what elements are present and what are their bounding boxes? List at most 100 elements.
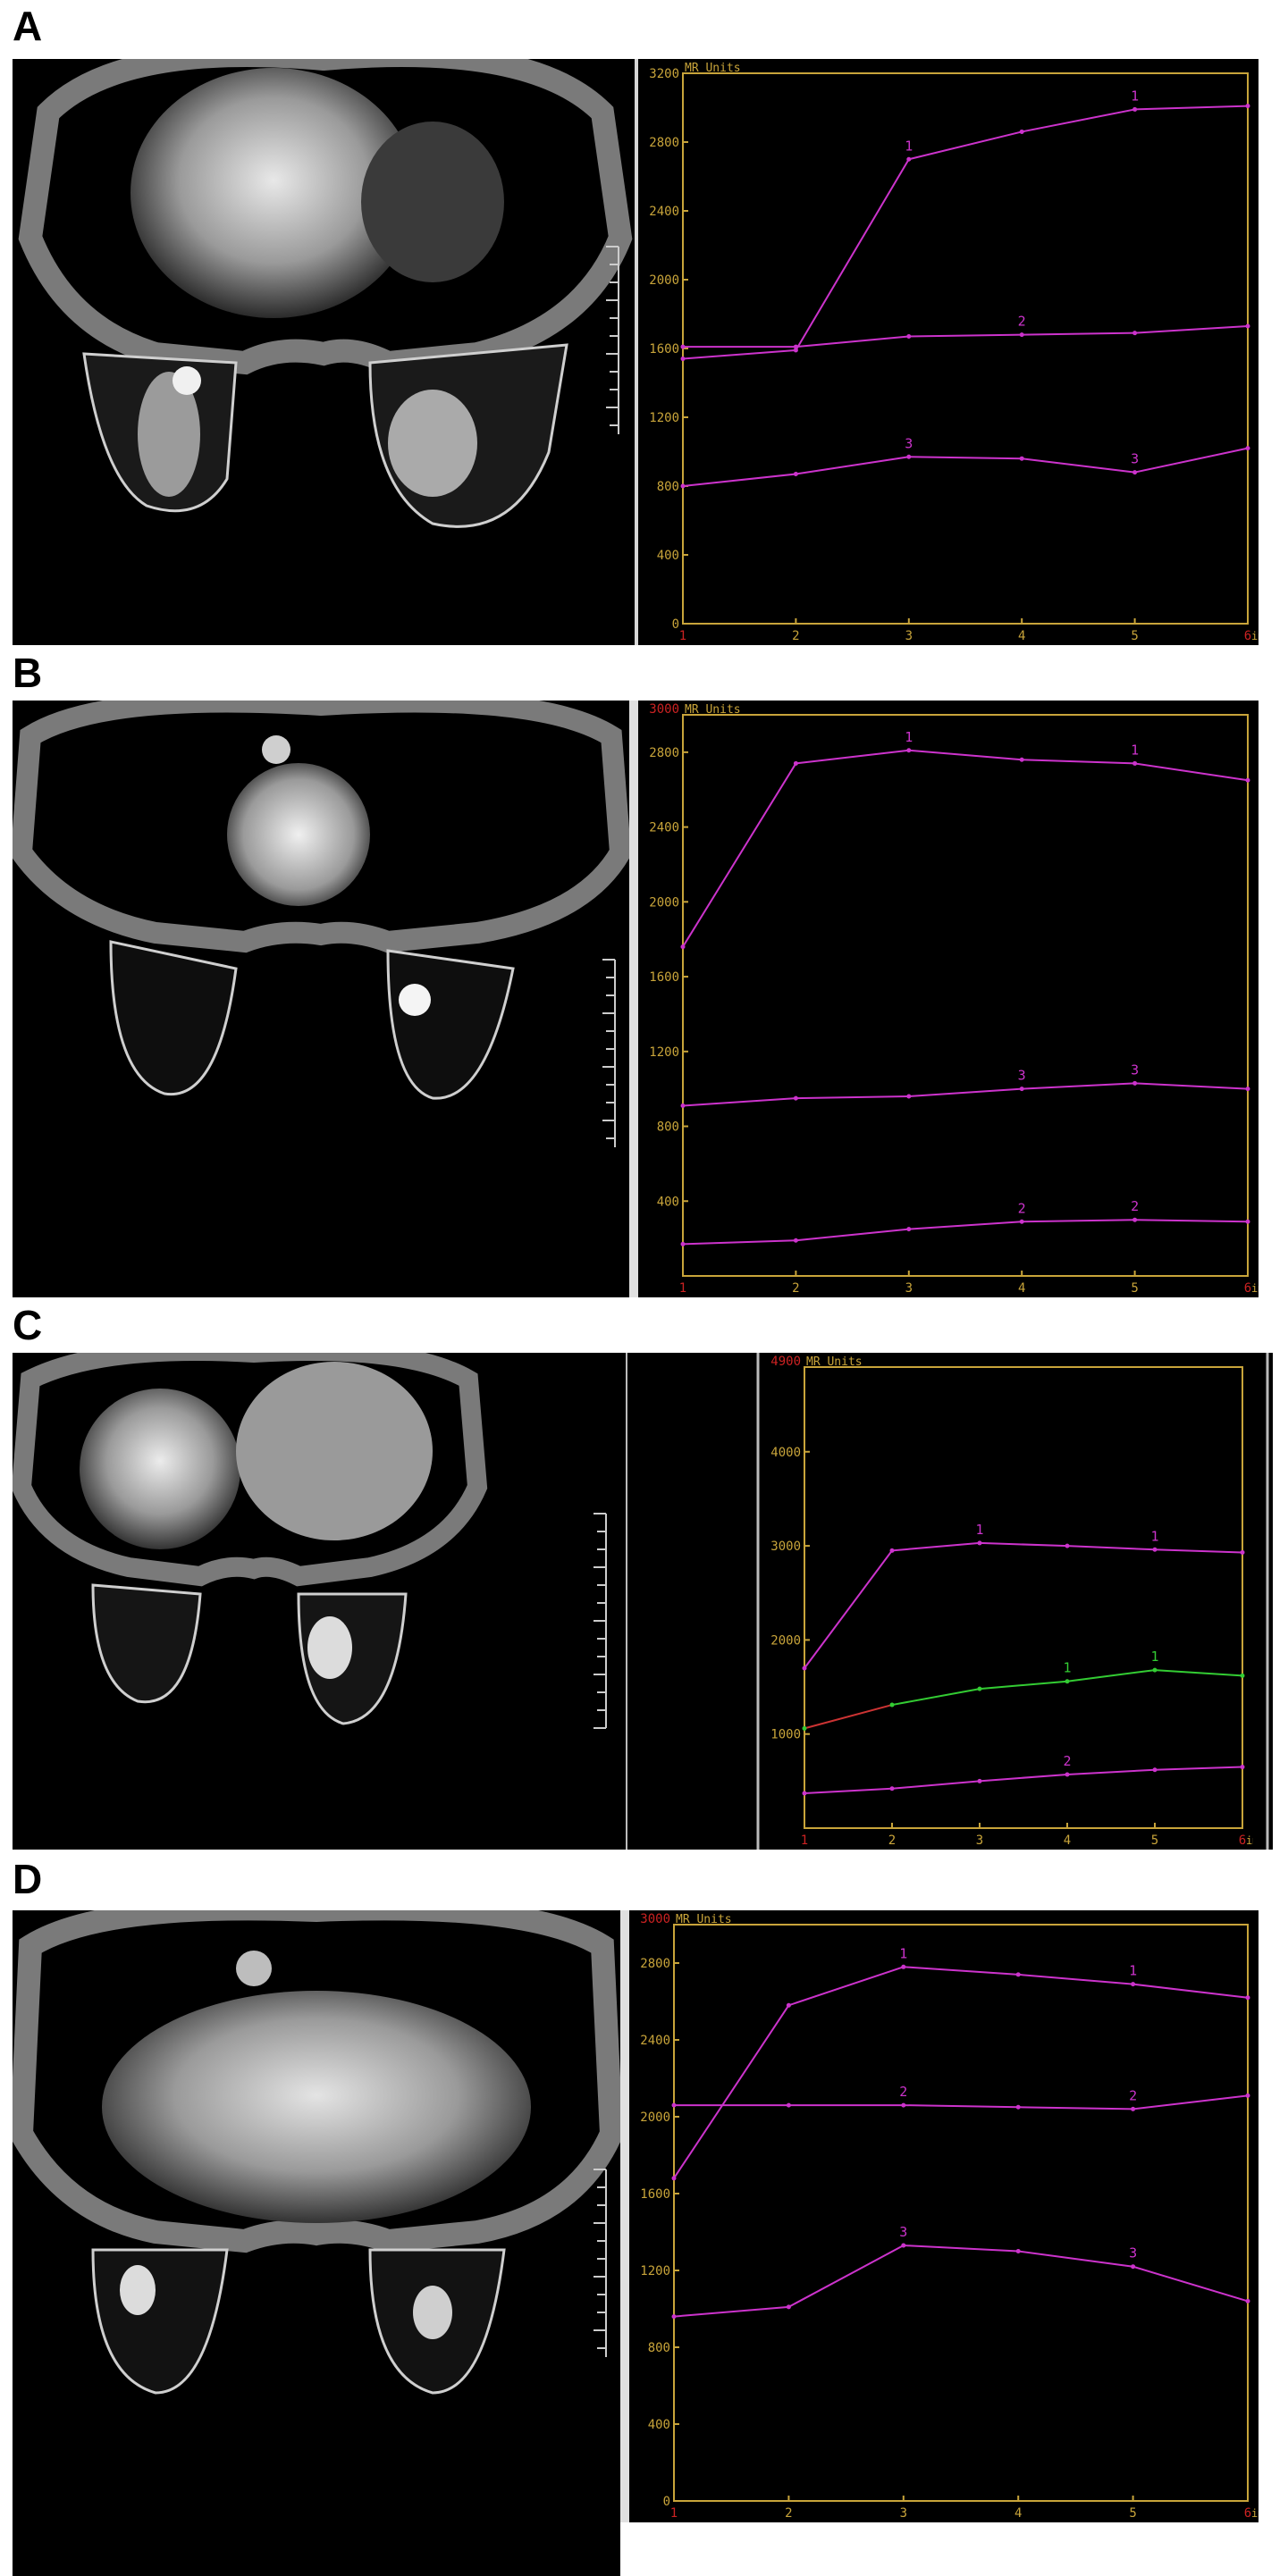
data-point-3 [1245, 2298, 1250, 2303]
y-tick-label: 4000 [770, 1446, 801, 1460]
series-line-2 [1022, 1219, 1135, 1223]
top-value-label: 3000 [649, 702, 679, 717]
x-unit-label: im [1251, 1282, 1259, 1295]
x-tick-label: 6 [1244, 1281, 1251, 1296]
plot-frame [682, 714, 1249, 1277]
series-marker-2: 2 [899, 2084, 907, 2100]
series-marker-1: 1 [905, 729, 913, 745]
y-tick-label: 800 [657, 1120, 679, 1135]
data-point-1 [977, 1686, 982, 1691]
series-line-3 [796, 1095, 909, 1100]
series-marker-2: 2 [1018, 314, 1026, 330]
data-point-2 [1245, 1219, 1250, 1224]
series-line-1 [1134, 105, 1249, 111]
data-point-1 [1245, 777, 1250, 783]
series-line-1 [1018, 1973, 1133, 1985]
x-tick-label: 2 [888, 1833, 896, 1848]
panel-b: B 400 800 1200 1600 2000 2400 2800 1 2 3 4 5 6im 3000… [0, 645, 1288, 1297]
series-line-1 [796, 749, 909, 765]
data-point-2 [1019, 332, 1024, 338]
data-point-2 [671, 2102, 677, 2108]
series-line-2 [1154, 1766, 1243, 1771]
divider-b [629, 701, 638, 1297]
series-line-2 [979, 1773, 1068, 1783]
data-point-3 [906, 1094, 912, 1099]
data-point-2 [1132, 1217, 1138, 1222]
x-tick-label: 5 [1151, 1833, 1158, 1848]
y-tick-label: 2800 [649, 136, 679, 150]
divider-a [635, 59, 638, 645]
x-tick-label: 1 [670, 2506, 678, 2521]
data-point-2 [1240, 1765, 1245, 1770]
chart-b: 400 800 1200 1600 2000 2400 2800 1 2 3 4 5 6im 3000 MR… [649, 702, 1259, 1296]
series-line-3 [908, 456, 1023, 460]
x-tick-label: 3 [976, 1833, 983, 1848]
data-point-2 [793, 344, 798, 349]
y-tick-label: 400 [657, 1195, 679, 1209]
series-line-2 [1132, 2094, 1249, 2110]
data-point-3 [1019, 456, 1024, 461]
data-point-1 [1065, 1543, 1070, 1548]
series-line-3 [903, 2245, 1019, 2253]
series-line-1 [804, 1704, 893, 1730]
series-line-2 [1018, 2106, 1133, 2110]
data-point-2 [1065, 1772, 1070, 1777]
unit-label: MR Units [685, 62, 741, 75]
data-point-3 [1245, 446, 1250, 451]
series-marker-1: 1 [899, 1945, 907, 1961]
x-tick-label: 2 [785, 2506, 792, 2521]
mri-image-d [13, 1910, 620, 2576]
series-marker-3: 3 [1131, 1061, 1139, 1078]
graph-a: 0 400 800 1200 1600 2000 2400 2800 3200 1 2 3 4 5 6im M… [638, 59, 1259, 645]
data-point-3 [671, 2314, 677, 2320]
data-point-1 [1152, 1667, 1158, 1673]
data-point-2 [802, 1791, 807, 1796]
x-tick-label: 4 [1064, 1833, 1071, 1848]
divider-d [620, 1910, 629, 2522]
chart-d: 0 400 800 1200 1600 2000 2400 2800 1 2 3 4 5 6im 3000 M… [640, 1912, 1259, 2521]
y-tick-label: 2000 [649, 273, 679, 288]
y-tick-label: 2000 [649, 895, 679, 910]
series-line-2 [682, 1239, 796, 1246]
data-point-2 [1132, 331, 1138, 336]
x-tick-label: 5 [1131, 629, 1138, 643]
series-line-2 [796, 335, 909, 348]
series-line-3 [1134, 1082, 1249, 1090]
data-point-2 [1152, 1767, 1158, 1773]
chart-a: 0 400 800 1200 1600 2000 2400 2800 3200 1 2 3 4 5 6im M… [649, 62, 1259, 643]
panel-a: A 0 400 800 1200 1600 2000 2400 2800 3200 1 2 3 4 5 6 i… [0, 0, 1288, 645]
data-point-1 [1132, 106, 1138, 112]
data-point-3 [1131, 2264, 1136, 2270]
series-line-2 [903, 2104, 1019, 2109]
data-point-3 [680, 1103, 686, 1109]
series-marker-3: 3 [905, 435, 913, 451]
y-tick-label: 1200 [649, 411, 679, 425]
data-point-1 [1065, 1679, 1070, 1684]
data-point-1 [1019, 757, 1024, 762]
series-line-3 [908, 1087, 1023, 1098]
data-point-2 [1131, 2106, 1136, 2111]
data-point-2 [680, 1241, 686, 1246]
panel-label-d: D [13, 1856, 43, 1902]
x-tick-label: 6 [1244, 629, 1251, 643]
series-line-3 [682, 473, 796, 487]
data-point-2 [901, 2102, 906, 2108]
series-line-3 [796, 456, 909, 475]
series-marker-3: 3 [1129, 2245, 1137, 2261]
series-line-2 [796, 1228, 909, 1242]
data-point-1 [793, 348, 798, 353]
unit-label: MR Units [685, 703, 741, 717]
series-line-1 [908, 130, 1023, 161]
data-point-1 [802, 1725, 807, 1731]
series-line-1 [1022, 108, 1135, 133]
series-marker-1: 1 [905, 138, 913, 154]
x-unit-label: im [1246, 1834, 1253, 1847]
data-point-2 [906, 334, 912, 340]
data-point-3 [1132, 1080, 1138, 1086]
series-line-1 [682, 762, 797, 948]
plot-frame [804, 1366, 1243, 1829]
series-line-1 [1154, 1669, 1243, 1677]
data-point-2 [793, 1238, 798, 1243]
series-line-1 [804, 1549, 893, 1669]
graph-c: 1000 2000 3000 4000 1 2 3 4 5 6im 4900 MR Units 1 1 1 1… [760, 1353, 1253, 1850]
